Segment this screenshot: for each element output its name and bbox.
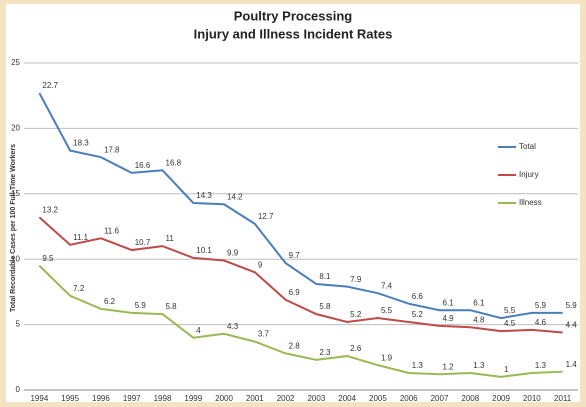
y-tick-label: 5 — [16, 320, 21, 329]
x-tick-label: 2011 — [554, 394, 572, 403]
x-tick-label: 2005 — [369, 394, 387, 403]
data-label: 7.9 — [350, 275, 362, 284]
data-label: 1.9 — [381, 353, 393, 362]
data-label: 6.6 — [412, 292, 424, 301]
data-label: 11 — [166, 234, 175, 243]
y-tick-label: 25 — [11, 58, 20, 67]
data-label: 4.9 — [443, 314, 455, 323]
x-tick-label: 1998 — [154, 394, 172, 403]
data-label: 4.8 — [473, 315, 485, 324]
series-line — [38, 216, 563, 334]
data-label: 1.3 — [473, 361, 485, 370]
data-label: 3.7 — [258, 330, 270, 339]
data-label: 10.7 — [135, 238, 151, 247]
x-tick-label: 2002 — [277, 394, 295, 403]
data-label: 10.1 — [196, 246, 212, 255]
data-label: 5.5 — [504, 306, 516, 315]
data-label: 6.1 — [473, 298, 485, 307]
y-tick-label: 20 — [11, 124, 20, 133]
x-tick-label: 1995 — [61, 394, 79, 403]
data-label: 2.3 — [319, 348, 331, 357]
data-label: 9.7 — [289, 251, 301, 260]
y-tick-label: 10 — [11, 254, 20, 263]
data-label: 5.9 — [566, 301, 578, 310]
data-label: 9.9 — [227, 249, 239, 258]
x-tick-label: 2006 — [400, 394, 418, 403]
data-label: 2.8 — [289, 341, 301, 350]
data-label: 9 — [258, 260, 263, 269]
y-tick-label: 0 — [16, 385, 21, 394]
data-label: 5.9 — [535, 301, 547, 310]
data-label: 6.1 — [443, 298, 455, 307]
x-tick-label: 2000 — [215, 394, 233, 403]
legend-label: Total — [519, 142, 536, 151]
data-label: 5.8 — [319, 302, 331, 311]
data-label: 22.7 — [42, 81, 58, 90]
data-label: 16.8 — [166, 158, 182, 167]
x-tick-label: 2008 — [461, 394, 479, 403]
data-label: 1.2 — [443, 362, 455, 371]
data-label: 14.2 — [227, 192, 243, 201]
chart-subtitle: Injury and Illness Incident Rates — [194, 26, 393, 41]
data-label: 4.3 — [227, 322, 239, 331]
data-label: 11.6 — [104, 226, 120, 235]
data-label: 14.3 — [196, 191, 212, 200]
data-label: 6.2 — [104, 297, 116, 306]
x-tick-label: 1996 — [92, 394, 110, 403]
data-label: 1.3 — [412, 361, 424, 370]
x-tick-label: 2007 — [431, 394, 449, 403]
x-tick-label: 1997 — [123, 394, 141, 403]
data-label: 8.1 — [319, 272, 331, 281]
x-tick-label: 2009 — [492, 394, 510, 403]
data-label: 12.7 — [258, 212, 274, 221]
data-label: 6.9 — [289, 288, 301, 297]
x-tick-label: 1994 — [30, 394, 48, 403]
data-label: 13.2 — [42, 205, 58, 214]
y-axis-label: Total Recordable Cases per 100 Full-Time… — [10, 144, 17, 312]
data-label: 5.8 — [166, 302, 178, 311]
data-label: 5.9 — [135, 301, 147, 310]
data-label: 7.4 — [381, 281, 393, 290]
x-tick-label: 1999 — [184, 394, 202, 403]
data-label: 7.2 — [73, 284, 85, 293]
chart-area — [6, 4, 580, 402]
x-tick-label: 2001 — [246, 394, 264, 403]
x-tick-label: 2004 — [338, 394, 356, 403]
series-line — [38, 92, 563, 320]
data-label: 4 — [196, 326, 201, 335]
data-label: 11.1 — [73, 233, 89, 242]
series-line — [38, 265, 563, 378]
data-label: 4.5 — [504, 319, 516, 328]
chart-title: Poultry Processing — [234, 8, 353, 23]
data-label: 5.2 — [412, 310, 424, 319]
data-label: 1.3 — [535, 361, 547, 370]
data-label: 4.6 — [535, 318, 547, 327]
data-label: 1 — [504, 365, 509, 374]
data-label: 2.6 — [350, 344, 362, 353]
data-label: 17.8 — [104, 145, 120, 154]
data-label: 18.3 — [73, 139, 89, 148]
data-label: 4.4 — [566, 321, 578, 330]
legend-label: Injury — [519, 170, 539, 179]
data-label: 5.5 — [381, 306, 393, 315]
x-tick-label: 2003 — [307, 394, 325, 403]
x-tick-label: 2010 — [523, 394, 541, 403]
y-tick-label: 15 — [11, 189, 20, 198]
legend-label: Illness — [519, 198, 542, 207]
data-label: 9.5 — [42, 254, 54, 263]
data-label: 1.4 — [566, 360, 578, 369]
data-label: 16.6 — [135, 161, 151, 170]
data-label: 5.2 — [350, 310, 362, 319]
